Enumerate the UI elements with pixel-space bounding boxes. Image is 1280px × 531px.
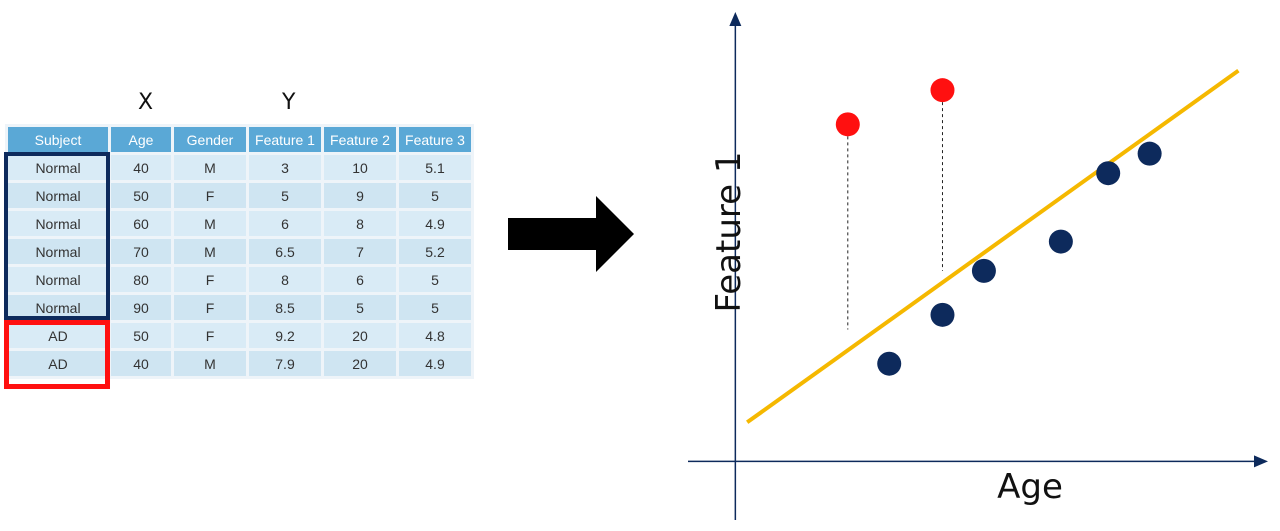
cell-subject: Normal	[8, 267, 108, 292]
cell-feature-3: 4.9	[399, 211, 471, 236]
cell-age: 50	[111, 323, 171, 348]
cell-feature-2: 20	[324, 323, 396, 348]
table-row: Normal 70 M 6.5 7 5.2	[8, 239, 471, 264]
cell-age: 40	[111, 351, 171, 376]
table-row: Normal 80 F 8 6 5	[8, 267, 471, 292]
table-row: Normal 60 M 6 8 4.9	[8, 211, 471, 236]
column-header-gender: Gender	[174, 127, 246, 152]
normal-point	[1096, 161, 1121, 186]
cell-gender: F	[174, 323, 246, 348]
cell-age: 50	[111, 183, 171, 208]
column-header-feature-1: Feature 1	[249, 127, 321, 152]
cell-subject: Normal	[8, 183, 108, 208]
subject-data-table: Subject Age Gender Feature 1 Feature 2 F…	[5, 124, 474, 379]
cell-feature-2: 6	[324, 267, 396, 292]
cell-subject: Normal	[8, 211, 108, 236]
cell-feature-2: 7	[324, 239, 396, 264]
cell-subject: AD	[8, 323, 108, 348]
regression-line	[746, 68, 1240, 424]
cell-gender: F	[174, 295, 246, 320]
cell-feature-2: 20	[324, 351, 396, 376]
cell-gender: M	[174, 211, 246, 236]
normal-point	[1137, 141, 1162, 166]
normal-point	[877, 351, 902, 376]
chart-axes	[688, 12, 1268, 520]
ad-point	[930, 78, 955, 103]
chart-marks	[746, 68, 1240, 424]
column-header-feature-2: Feature 2	[324, 127, 396, 152]
normal-point	[971, 258, 996, 283]
cell-gender: M	[174, 155, 246, 180]
cell-subject: Normal	[8, 239, 108, 264]
cell-feature-2: 8	[324, 211, 396, 236]
cell-feature-1: 8	[249, 267, 321, 292]
cell-feature-3: 5	[399, 295, 471, 320]
cell-feature-3: 5.1	[399, 155, 471, 180]
table-row: Normal 40 M 3 10 5.1	[8, 155, 471, 180]
cell-subject: Normal	[8, 295, 108, 320]
x-variable-label: X	[138, 90, 154, 115]
normal-point	[1048, 229, 1073, 254]
cell-feature-3: 5	[399, 267, 471, 292]
cell-subject: Normal	[8, 155, 108, 180]
cell-feature-3: 4.9	[399, 351, 471, 376]
cell-feature-1: 5	[249, 183, 321, 208]
cell-feature-1: 7.9	[249, 351, 321, 376]
table-row: AD 40 M 7.9 20 4.9	[8, 351, 471, 376]
cell-feature-3: 5	[399, 183, 471, 208]
ad-point	[835, 112, 860, 137]
ad-group-box	[4, 320, 110, 389]
cell-feature-1: 6.5	[249, 239, 321, 264]
y-axis-title: Feature 1	[709, 152, 749, 313]
table-row: Normal 50 F 5 9 5	[8, 183, 471, 208]
table-body: Normal 40 M 3 10 5.1 Normal 50 F 5 9 5 Normal 60 M 6 8 4.…	[8, 155, 471, 376]
y-variable-label: Y	[282, 90, 296, 115]
cell-age: 70	[111, 239, 171, 264]
scatter-chart: Age Feature 1	[688, 12, 1268, 520]
cell-feature-2: 5	[324, 295, 396, 320]
cell-age: 60	[111, 211, 171, 236]
normal-group-box	[4, 152, 110, 320]
cell-gender: M	[174, 239, 246, 264]
cell-age: 80	[111, 267, 171, 292]
cell-age: 40	[111, 155, 171, 180]
cell-gender: F	[174, 267, 246, 292]
x-axis-arrowhead	[1254, 455, 1268, 468]
cell-feature-1: 9.2	[249, 323, 321, 348]
column-header-feature-3: Feature 3	[399, 127, 471, 152]
cell-feature-3: 4.8	[399, 323, 471, 348]
x-axis-title: Age	[997, 467, 1063, 507]
table-header-row: Subject Age Gender Feature 1 Feature 2 F…	[8, 127, 471, 152]
cell-gender: M	[174, 351, 246, 376]
cell-feature-2: 9	[324, 183, 396, 208]
cell-feature-1: 3	[249, 155, 321, 180]
table-row: AD 50 F 9.2 20 4.8	[8, 323, 471, 348]
y-axis-arrowhead	[729, 12, 742, 26]
cell-gender: F	[174, 183, 246, 208]
normal-point	[930, 302, 955, 327]
cell-feature-1: 8.5	[249, 295, 321, 320]
cell-feature-2: 10	[324, 155, 396, 180]
column-header-age: Age	[111, 127, 171, 152]
column-header-subject: Subject	[8, 127, 108, 152]
cell-subject: AD	[8, 351, 108, 376]
table-row: Normal 90 F 8.5 5 5	[8, 295, 471, 320]
cell-feature-1: 6	[249, 211, 321, 236]
right-arrow-icon	[508, 196, 634, 272]
cell-feature-3: 5.2	[399, 239, 471, 264]
cell-age: 90	[111, 295, 171, 320]
